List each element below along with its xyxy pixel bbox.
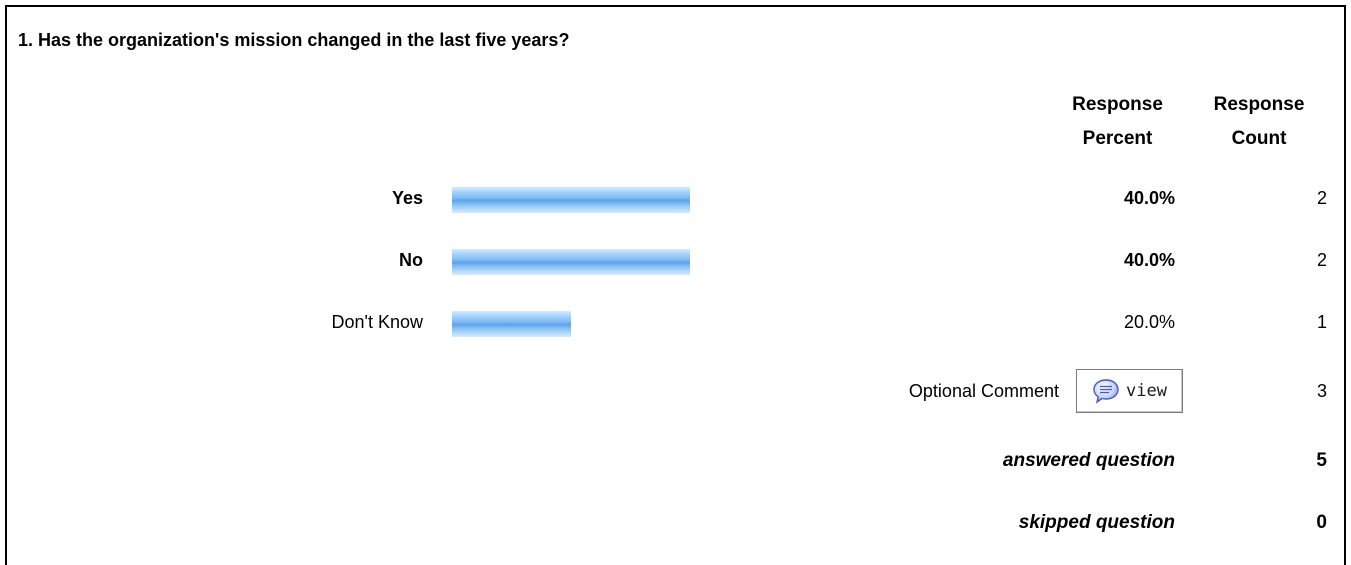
view-comments-button[interactable]: view	[1076, 369, 1183, 413]
skipped-question-count: 0	[1316, 512, 1327, 533]
skipped-question-label: skipped question	[1018, 512, 1175, 533]
question-panel	[5, 5, 1346, 565]
question-title: 1. Has the organization's mission change…	[18, 30, 570, 50]
speech-bubble-icon	[1093, 379, 1119, 404]
response-count-yes: 2	[1316, 188, 1327, 208]
response-count-no: 2	[1316, 250, 1327, 270]
view-button-label: view	[1126, 381, 1167, 401]
answered-question-count: 5	[1316, 450, 1327, 471]
response-percent-yes: 40.0%	[1123, 188, 1175, 208]
response-count-don-t-know: 1	[1316, 312, 1327, 332]
answer-label-yes: Yes	[391, 188, 423, 208]
response-bar-yes	[452, 187, 690, 213]
answered-question-label: answered question	[1002, 450, 1175, 471]
response-percent-don-t-know: 20.0%	[1123, 312, 1175, 332]
answer-label-don-t-know: Don't Know	[331, 312, 424, 332]
optional-comment-label: Optional Comment	[908, 381, 1059, 401]
response-percent-header: Response Percent	[1072, 94, 1163, 149]
response-bar-don-t-know	[452, 311, 571, 337]
response-bar-no	[452, 249, 690, 275]
optional-comment-count: 3	[1316, 381, 1327, 401]
answer-label-no: No	[399, 250, 423, 270]
response-count-header: Response Count	[1213, 94, 1305, 149]
response-percent-no: 40.0%	[1123, 250, 1175, 270]
